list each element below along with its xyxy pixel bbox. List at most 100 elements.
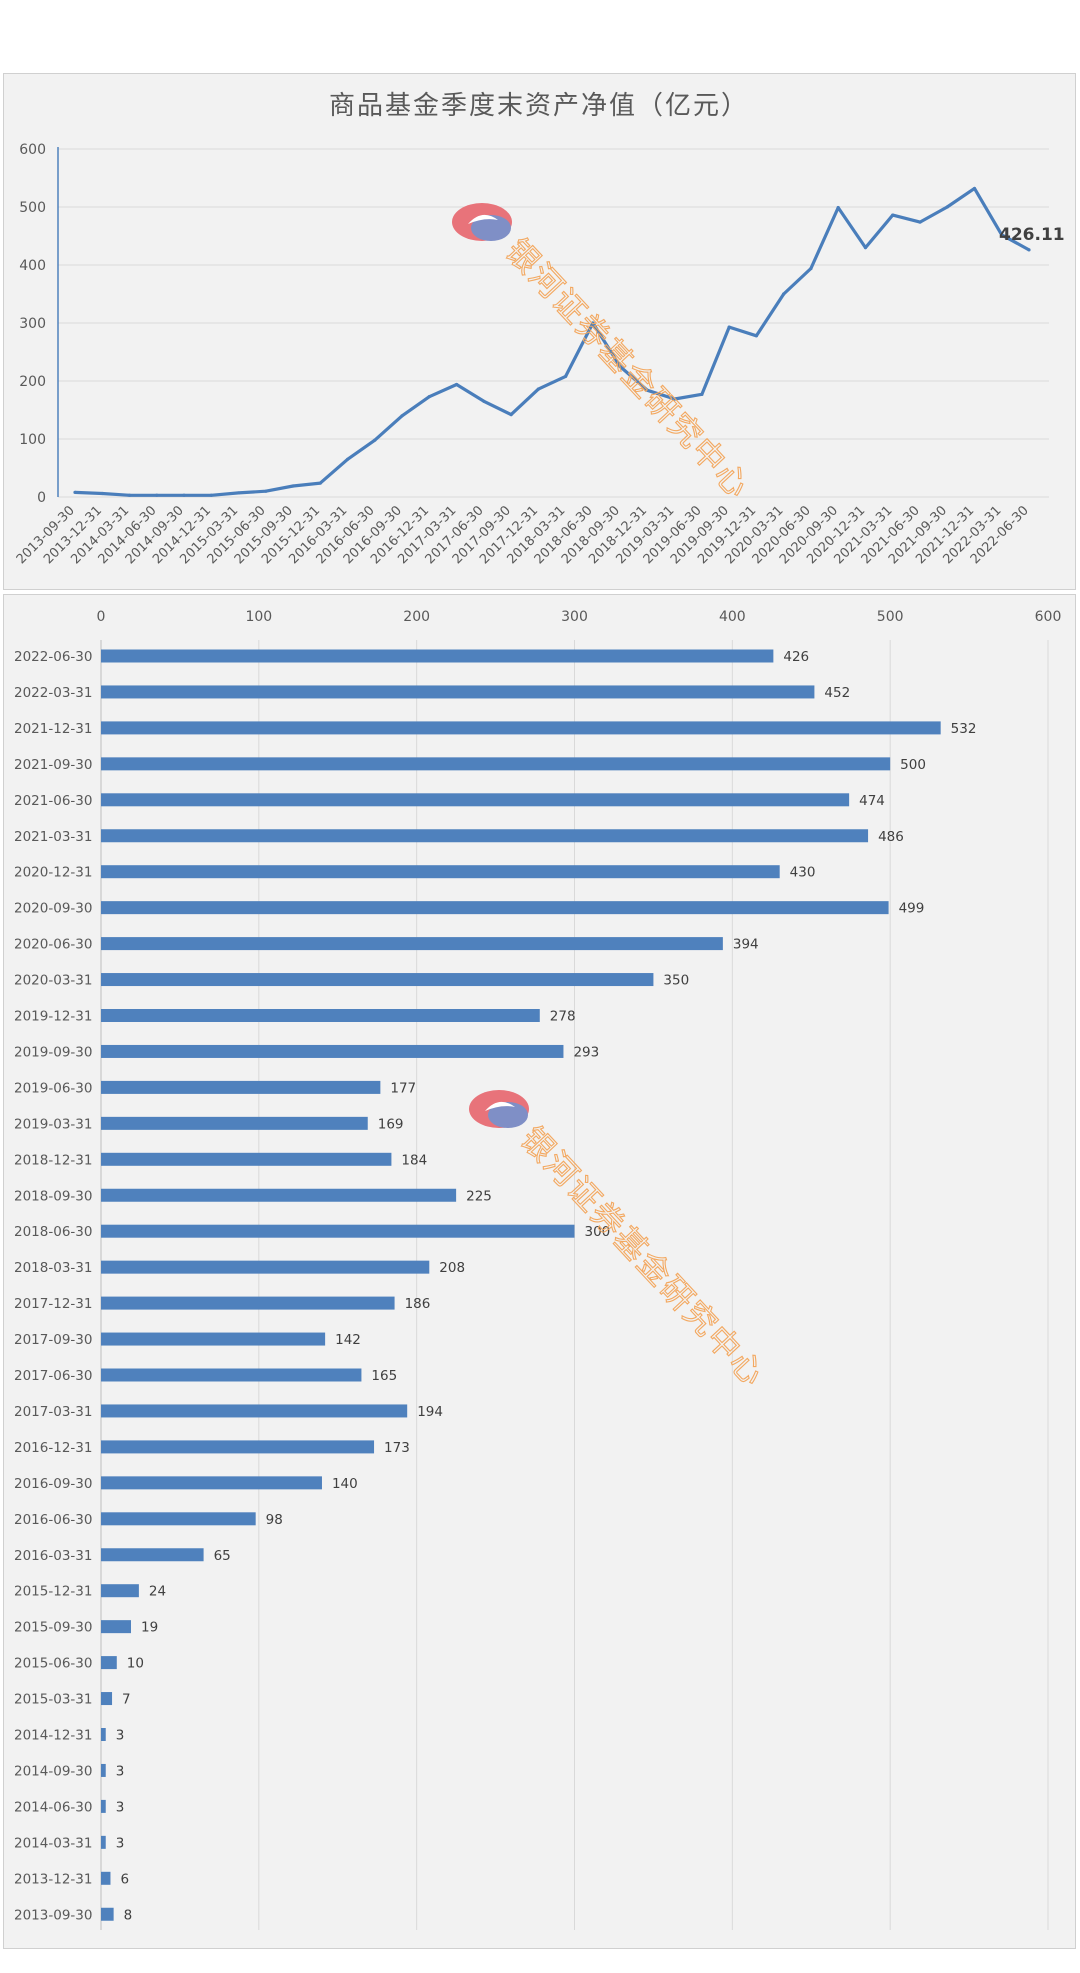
category-label: 2018-12-31 [14, 1152, 92, 1168]
bar [101, 793, 850, 807]
data-point [100, 491, 104, 496]
bar [101, 1116, 368, 1130]
y-tick-label: 600 [19, 142, 46, 158]
data-point [564, 374, 568, 378]
x-tick-label: 100 [245, 609, 272, 625]
data-point [236, 491, 241, 495]
bar-chart: 0 100 200 300 400 500 600 2022-06-30 426 2022-03-… [14, 609, 1062, 1930]
data-point [264, 489, 268, 493]
bar [101, 1044, 564, 1058]
bar-data-label: 474 [859, 793, 885, 809]
bar [101, 1728, 106, 1741]
data-point [318, 481, 322, 485]
bar [101, 1763, 106, 1777]
x-tick-label: 300 [561, 609, 588, 625]
category-label: 2019-09-30 [14, 1044, 92, 1060]
bar [101, 1440, 375, 1454]
bar-data-label: 300 [585, 1224, 611, 1240]
data-point [727, 325, 731, 329]
category-label: 2022-03-31 [14, 685, 92, 701]
bar [101, 1835, 106, 1849]
category-label: 2021-12-31 [14, 721, 92, 737]
data-point [482, 399, 486, 403]
data-point [673, 397, 677, 401]
bar [101, 901, 889, 915]
watermark: 银河证券基金研究中心 [452, 203, 758, 507]
bar-data-label: 3 [116, 1799, 125, 1815]
bar-data-label: 19 [141, 1620, 158, 1636]
category-label: 2017-03-31 [14, 1404, 92, 1420]
category-label: 2017-12-31 [14, 1296, 92, 1312]
bar-data-label: 184 [401, 1152, 427, 1168]
category-label: 2013-12-31 [14, 1871, 92, 1887]
watermark: 银河证券基金研究中心 [469, 1090, 773, 1395]
x-tick-label: 600 [1035, 609, 1062, 625]
data-point [209, 493, 213, 497]
bar-data-label: 394 [733, 937, 759, 953]
category-label: 2020-03-31 [14, 973, 92, 989]
category-label: 2017-09-30 [14, 1332, 92, 1348]
bar-data-label: 500 [900, 757, 926, 773]
bar-data-label: 532 [951, 721, 977, 737]
data-point [155, 493, 159, 497]
bar [101, 1871, 111, 1885]
logo-swoosh [485, 1101, 515, 1111]
bar-data-label: 194 [417, 1404, 443, 1420]
bar [101, 1332, 326, 1346]
bar [101, 685, 815, 699]
x-tick-label: 200 [403, 609, 430, 625]
y-tick-label: 200 [19, 374, 46, 390]
bar-chart-panel: 0 100 200 300 400 500 600 2022-06-30 426 2022-03-… [3, 594, 1076, 1949]
category-label: 2020-09-30 [14, 901, 92, 917]
bar [101, 757, 891, 771]
category-label: 2015-12-31 [14, 1584, 92, 1600]
bar-data-label: 225 [466, 1188, 492, 1204]
chart-title: 商品基金季度末资产净值（亿元） [329, 91, 749, 121]
category-label: 2019-06-30 [14, 1080, 92, 1096]
data-point [863, 246, 868, 250]
bar-data-label: 3 [116, 1728, 125, 1744]
bar-data-label: 3 [116, 1835, 125, 1851]
data-point [127, 493, 132, 497]
bar-data-label: 6 [120, 1871, 129, 1887]
bar [101, 1009, 540, 1022]
data-point [645, 388, 650, 392]
bar-data-label: 278 [550, 1009, 576, 1025]
end-data-label: 426.11 [999, 225, 1065, 245]
bar [101, 1224, 575, 1238]
bar [101, 1620, 131, 1634]
data-point [73, 490, 77, 494]
data-point [455, 382, 459, 387]
x-tick-label: 0 [97, 609, 106, 625]
category-label: 2018-09-30 [14, 1188, 92, 1204]
bar-data-label: 98 [266, 1512, 283, 1528]
bar [101, 973, 654, 987]
category-label: 2016-06-30 [14, 1512, 92, 1528]
data-point [891, 213, 895, 217]
bar-data-label: 350 [663, 973, 689, 989]
galaxy-logo-icon [452, 203, 512, 241]
data-point [972, 186, 977, 191]
category-label: 2020-06-30 [14, 937, 92, 953]
logo-swoosh [468, 214, 498, 224]
data-point [1000, 233, 1004, 237]
bar-data-label: 3 [116, 1763, 125, 1779]
watermark-text: 银河证券基金研究中心 [498, 232, 758, 507]
bar [101, 865, 780, 879]
bar-data-label: 169 [378, 1116, 404, 1132]
category-label: 2014-06-30 [14, 1799, 92, 1815]
bar [101, 1692, 113, 1706]
category-label: 2021-09-30 [14, 757, 92, 773]
bar [101, 649, 774, 663]
bar-data-label: 65 [214, 1548, 231, 1564]
data-point [182, 493, 186, 497]
series-line [74, 186, 1030, 497]
y-tick-label: 100 [19, 432, 46, 448]
data-point [427, 395, 431, 399]
bar-data-label: 208 [439, 1260, 465, 1276]
category-label: 2018-06-30 [14, 1224, 92, 1240]
data-point [945, 205, 949, 209]
category-label: 2016-03-31 [14, 1548, 92, 1564]
data-point [918, 220, 922, 224]
category-label: 2021-06-30 [14, 793, 92, 809]
